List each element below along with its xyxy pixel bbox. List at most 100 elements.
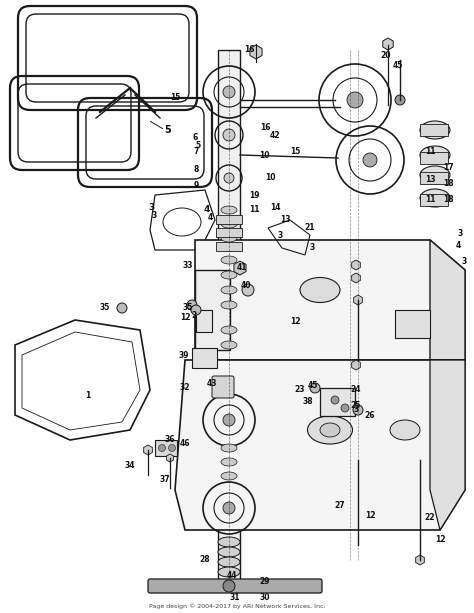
Text: 7: 7 <box>193 148 199 156</box>
Text: 5: 5 <box>164 125 172 135</box>
Circle shape <box>242 284 254 296</box>
Polygon shape <box>430 360 465 530</box>
Text: 27: 27 <box>335 500 346 509</box>
Text: 11: 11 <box>425 196 435 205</box>
Text: 46: 46 <box>180 440 190 449</box>
Text: 4: 4 <box>207 213 213 221</box>
Text: 35: 35 <box>100 302 110 311</box>
Ellipse shape <box>218 567 240 577</box>
Text: 12: 12 <box>435 536 445 544</box>
Text: 28: 28 <box>200 555 210 565</box>
FancyBboxPatch shape <box>395 310 430 338</box>
Text: 20: 20 <box>381 50 391 59</box>
Text: 45: 45 <box>308 381 318 389</box>
Bar <box>218 50 240 580</box>
Circle shape <box>353 405 363 415</box>
Text: 3: 3 <box>457 229 463 238</box>
Bar <box>216 215 242 224</box>
Text: 31: 31 <box>230 593 240 603</box>
Circle shape <box>395 95 405 105</box>
Text: 25: 25 <box>351 400 361 409</box>
Text: 6: 6 <box>192 134 198 142</box>
Circle shape <box>310 383 320 393</box>
Text: 16: 16 <box>244 45 254 55</box>
Text: 16: 16 <box>260 123 270 132</box>
Text: 2: 2 <box>191 311 197 321</box>
Polygon shape <box>430 240 465 360</box>
Circle shape <box>187 300 197 310</box>
FancyBboxPatch shape <box>192 348 217 368</box>
Text: 18: 18 <box>443 180 453 189</box>
Ellipse shape <box>221 472 237 480</box>
Text: 13: 13 <box>425 175 435 185</box>
Text: 36: 36 <box>165 435 175 444</box>
Text: 39: 39 <box>179 351 189 360</box>
Text: 21: 21 <box>305 224 315 232</box>
Text: 24: 24 <box>351 386 361 395</box>
Text: 4: 4 <box>204 205 210 215</box>
Ellipse shape <box>308 416 353 444</box>
Ellipse shape <box>300 278 340 302</box>
Bar <box>420 152 448 164</box>
Text: 41: 41 <box>237 264 247 273</box>
Text: 26: 26 <box>365 411 375 419</box>
Text: 37: 37 <box>160 476 170 484</box>
Circle shape <box>223 580 235 592</box>
Ellipse shape <box>223 129 235 141</box>
Ellipse shape <box>218 557 240 567</box>
Text: 11: 11 <box>249 205 259 215</box>
Ellipse shape <box>320 423 340 437</box>
FancyBboxPatch shape <box>196 310 212 332</box>
Text: 14: 14 <box>270 204 280 213</box>
Ellipse shape <box>420 189 450 207</box>
Text: 3: 3 <box>310 243 315 253</box>
Text: 8: 8 <box>193 166 199 175</box>
Ellipse shape <box>347 92 363 108</box>
Ellipse shape <box>218 547 240 557</box>
Text: 10: 10 <box>265 173 275 183</box>
Text: 34: 34 <box>125 460 135 470</box>
Text: 15: 15 <box>170 94 180 102</box>
Text: 23: 23 <box>295 386 305 395</box>
Ellipse shape <box>420 166 450 184</box>
Text: 5: 5 <box>195 140 201 150</box>
Ellipse shape <box>224 173 234 183</box>
Text: 12: 12 <box>365 511 375 519</box>
Bar <box>420 172 448 184</box>
Text: 12: 12 <box>180 313 190 321</box>
Ellipse shape <box>221 286 237 294</box>
Text: 38: 38 <box>303 397 313 406</box>
Text: 43: 43 <box>207 379 217 389</box>
Text: 22: 22 <box>425 514 435 522</box>
Circle shape <box>191 305 201 315</box>
Text: 12: 12 <box>290 318 300 327</box>
Bar <box>216 228 242 237</box>
Text: 40: 40 <box>241 281 251 291</box>
Circle shape <box>341 404 349 412</box>
Text: 30: 30 <box>260 593 270 603</box>
Text: 42: 42 <box>270 131 280 140</box>
Bar <box>420 194 448 206</box>
Circle shape <box>331 396 339 404</box>
Ellipse shape <box>420 146 450 164</box>
Ellipse shape <box>221 271 237 279</box>
Text: 29: 29 <box>260 577 270 587</box>
Circle shape <box>168 444 175 452</box>
Ellipse shape <box>363 153 377 167</box>
Ellipse shape <box>223 414 235 426</box>
Text: 45: 45 <box>393 61 403 69</box>
FancyBboxPatch shape <box>148 579 322 593</box>
Text: 15: 15 <box>290 148 300 156</box>
Ellipse shape <box>221 234 237 242</box>
Ellipse shape <box>221 444 237 452</box>
Text: 19: 19 <box>249 191 259 199</box>
Polygon shape <box>195 240 465 360</box>
Text: 33: 33 <box>183 262 193 270</box>
Polygon shape <box>175 360 465 530</box>
Text: 32: 32 <box>180 384 190 392</box>
Text: 9: 9 <box>193 180 199 189</box>
Circle shape <box>117 303 127 313</box>
Circle shape <box>158 444 165 452</box>
Text: 13: 13 <box>280 216 290 224</box>
Ellipse shape <box>223 86 235 98</box>
